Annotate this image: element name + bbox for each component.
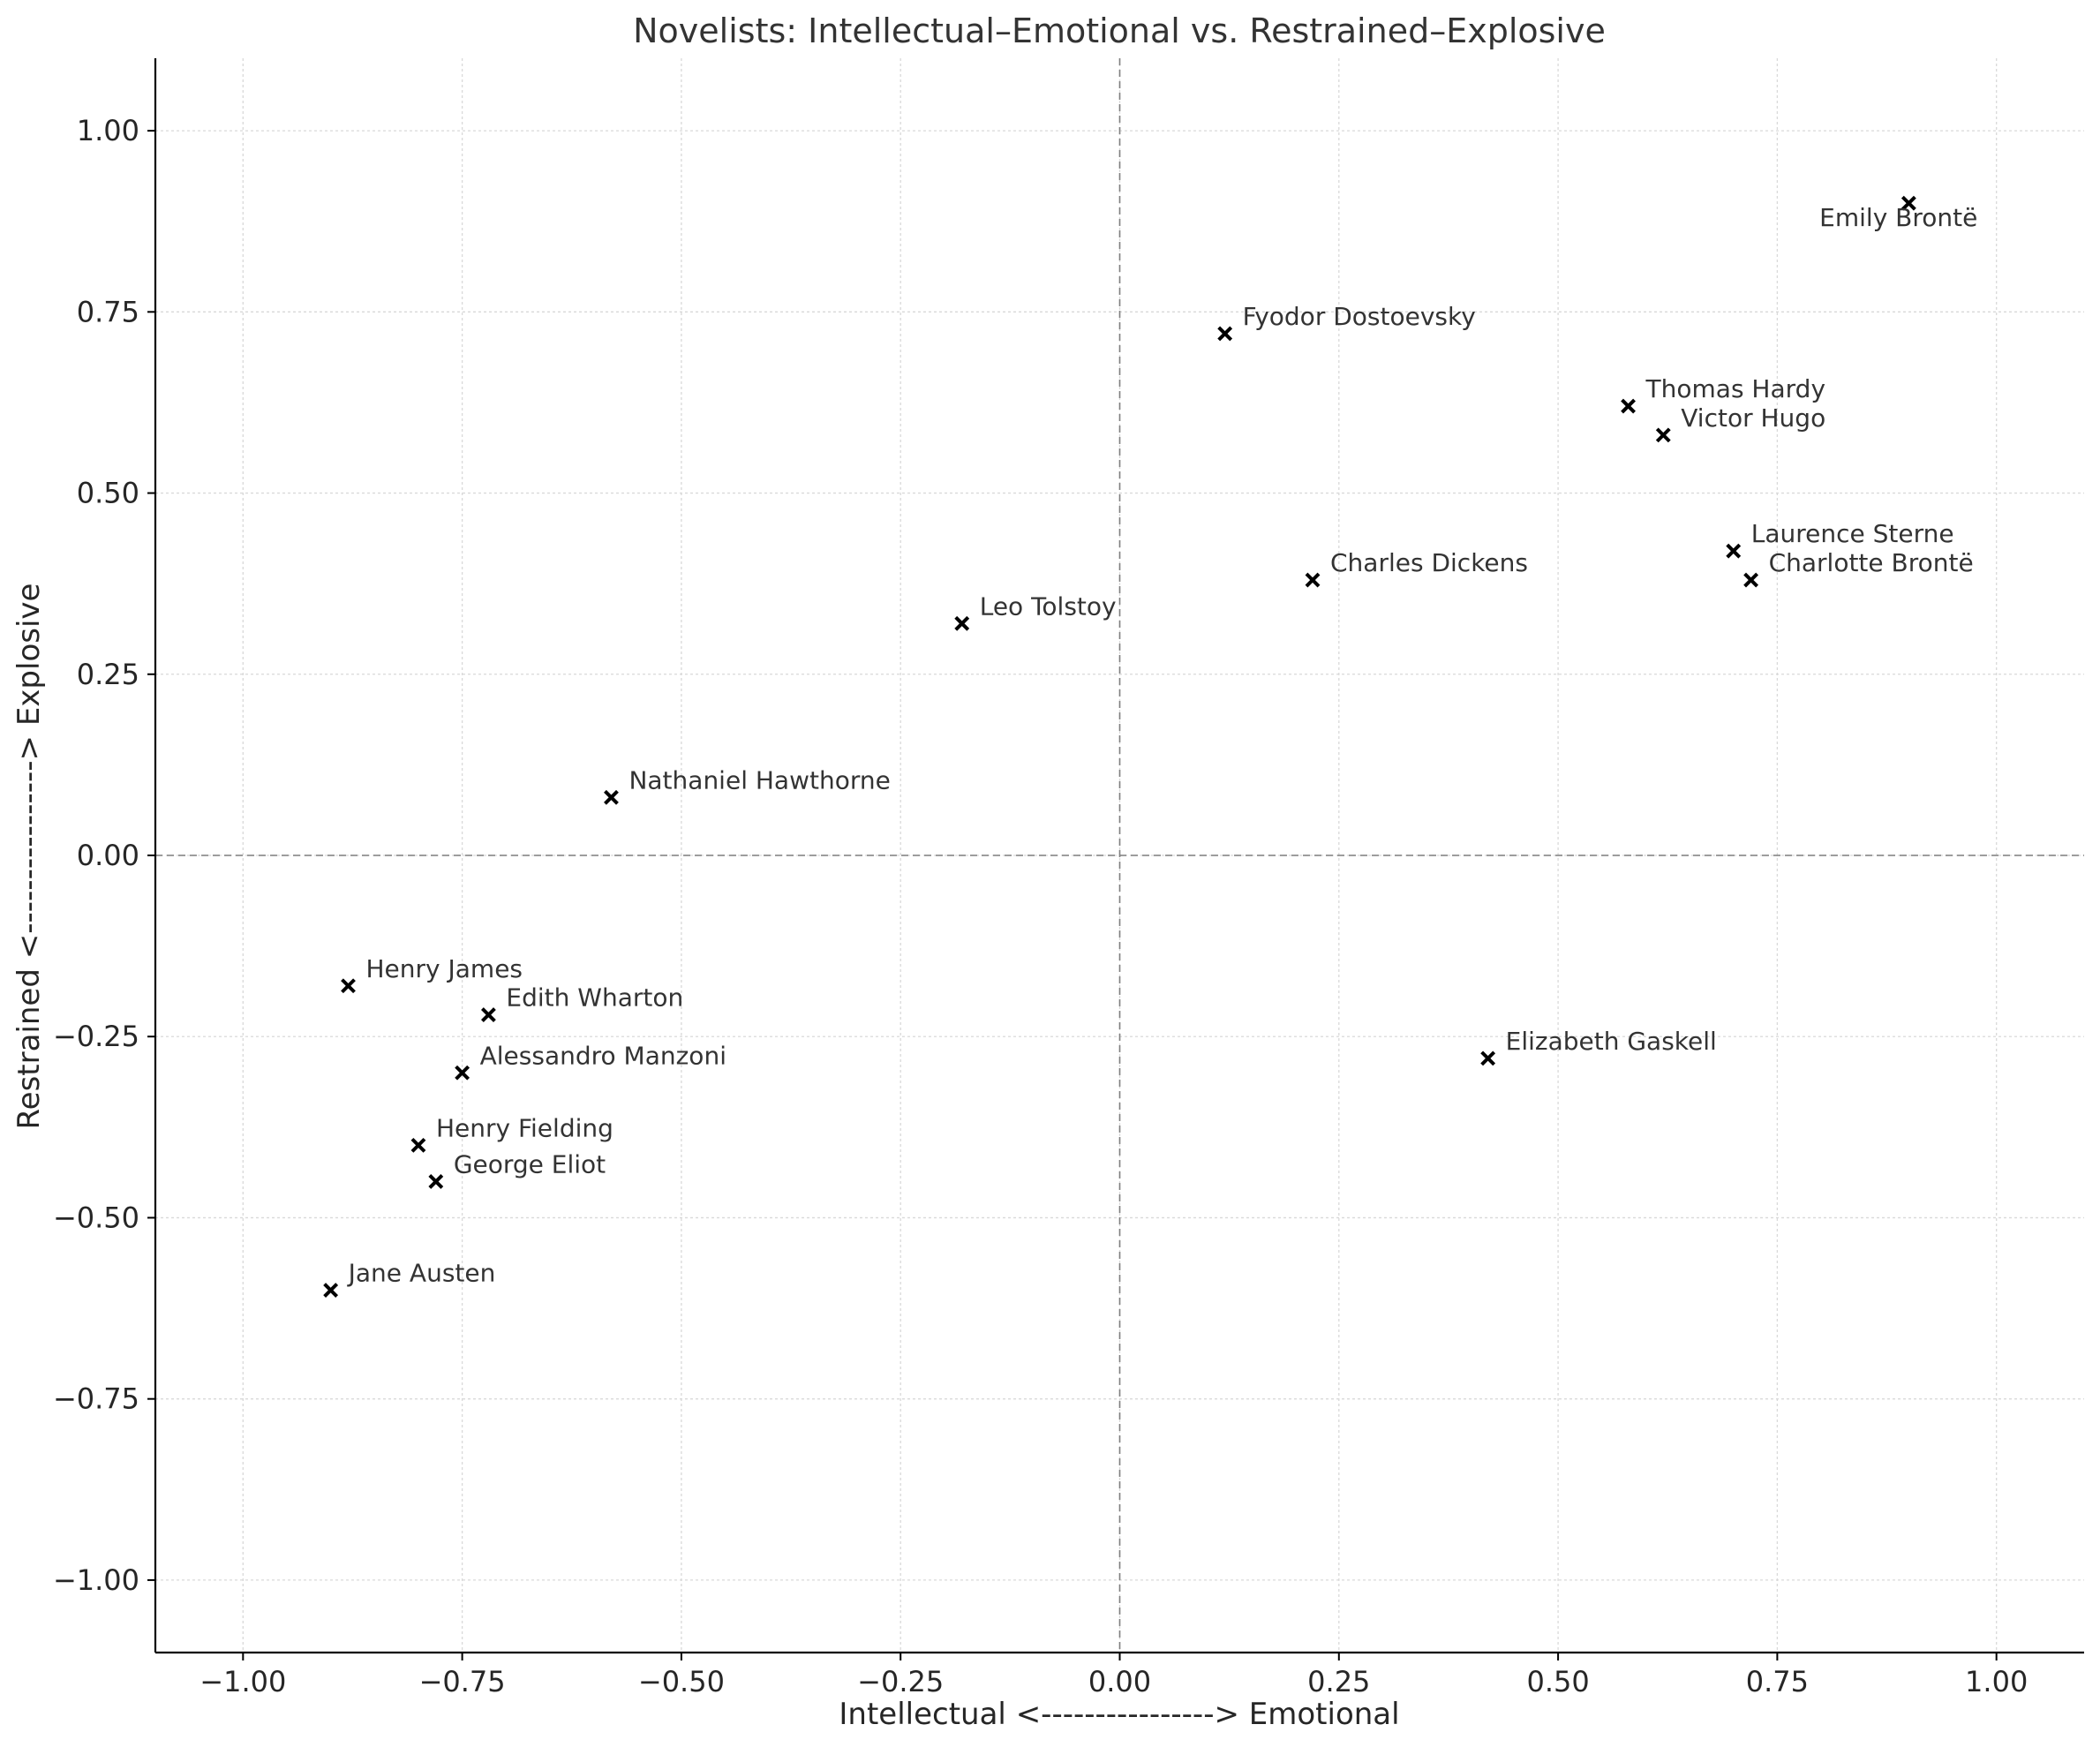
point-label: Victor Hugo xyxy=(1681,403,1825,433)
x-marker-stroke xyxy=(455,1065,470,1081)
x-marker-stroke xyxy=(428,1173,444,1189)
y-tick-label: −0.50 xyxy=(53,1201,139,1234)
point-label: Charlotte Brontë xyxy=(1769,548,1974,577)
data-point: Henry James xyxy=(341,954,523,994)
data-point: Fyodor Dostoevsky xyxy=(1217,302,1476,342)
y-tick-label: −1.00 xyxy=(53,1563,139,1597)
point-label: Alessandro Manzoni xyxy=(480,1041,726,1070)
y-axis-title: Restrained <----------------> Explosive xyxy=(11,584,47,1130)
point-label: Emily Brontë xyxy=(1819,203,1977,232)
data-point: Charlotte Brontë xyxy=(1743,548,1974,588)
point-label: Leo Tolstoy xyxy=(980,591,1117,621)
y-tick-label: −0.25 xyxy=(53,1020,139,1053)
y-tick-label: 0.00 xyxy=(77,839,139,872)
data-point: George Eliot xyxy=(428,1149,606,1189)
x-marker-stroke xyxy=(604,789,619,805)
data-points: Emily Brontë Fyodor Dostoevsky Thomas Hard… xyxy=(323,195,1977,1298)
axes: −1.00 −0.75 −0.50 −0.25 0.00 0.25 0.50 0.75 1.00… xyxy=(53,58,2084,1698)
data-point: Jane Austen xyxy=(323,1259,496,1298)
data-point: Laurence Sterne xyxy=(1726,519,1954,559)
x-tick-label: 0.25 xyxy=(1307,1665,1370,1698)
point-label: George Eliot xyxy=(454,1149,606,1178)
x-tick-label: −1.00 xyxy=(199,1665,286,1698)
x-marker-stroke xyxy=(1305,572,1321,588)
point-label: Fyodor Dostoevsky xyxy=(1243,302,1476,331)
x-marker-stroke xyxy=(1217,326,1233,342)
x-tick-label: −0.25 xyxy=(857,1665,944,1698)
data-point: Henry Fielding xyxy=(410,1113,613,1153)
chart-title: Novelists: Intellectual–Emotional vs. Re… xyxy=(633,11,1606,50)
data-point: Emily Brontë xyxy=(1819,195,1977,232)
data-point: Thomas Hardy xyxy=(1621,374,1825,414)
x-tick-label: 1.00 xyxy=(1965,1665,2028,1698)
x-marker-stroke xyxy=(323,1283,339,1298)
x-marker-stroke xyxy=(1480,1050,1496,1066)
y-tick-label: 0.50 xyxy=(77,477,139,510)
x-marker-stroke xyxy=(341,978,356,994)
x-marker-stroke xyxy=(954,615,970,631)
x-marker-stroke xyxy=(1726,543,1742,559)
y-tick-label: 0.25 xyxy=(77,658,139,691)
y-tick-label: 0.75 xyxy=(77,295,139,328)
x-marker-stroke xyxy=(1655,427,1671,443)
point-label: Nathaniel Hawthorne xyxy=(628,765,890,794)
x-tick-label: 0.50 xyxy=(1526,1665,1589,1698)
data-point: Elizabeth Gaskell xyxy=(1480,1027,1717,1066)
x-tick-label: −0.50 xyxy=(638,1665,725,1698)
x-marker-stroke xyxy=(1901,195,1916,211)
x-tick-label: 0.00 xyxy=(1088,1665,1151,1698)
data-point: Alessandro Manzoni xyxy=(455,1041,726,1081)
x-marker-stroke xyxy=(480,1007,496,1023)
reference-lines xyxy=(155,58,2084,1653)
point-label: Jane Austen xyxy=(347,1259,496,1288)
data-point: Nathaniel Hawthorne xyxy=(604,765,891,805)
point-label: Laurence Sterne xyxy=(1751,519,1954,548)
point-label: Edith Wharton xyxy=(506,983,683,1013)
point-label: Henry James xyxy=(366,954,523,983)
data-point: Leo Tolstoy xyxy=(954,591,1117,631)
x-tick-label: 0.75 xyxy=(1746,1665,1809,1698)
x-tick-label: −0.75 xyxy=(419,1665,506,1698)
x-marker-stroke xyxy=(410,1137,426,1153)
point-label: Thomas Hardy xyxy=(1645,374,1825,403)
data-point: Edith Wharton xyxy=(480,983,683,1023)
y-tick-label: 1.00 xyxy=(77,114,139,147)
x-axis-title: Intellectual <----------------> Emotiona… xyxy=(839,1697,1399,1732)
data-point: Victor Hugo xyxy=(1655,403,1825,443)
data-point: Charles Dickens xyxy=(1305,548,1528,588)
y-tick-label: −0.75 xyxy=(53,1382,139,1416)
point-label: Elizabeth Gaskell xyxy=(1506,1027,1717,1056)
point-label: Charles Dickens xyxy=(1330,548,1528,577)
x-marker-stroke xyxy=(1743,572,1759,588)
x-marker-stroke xyxy=(1621,398,1636,414)
point-label: Henry Fielding xyxy=(436,1113,613,1142)
